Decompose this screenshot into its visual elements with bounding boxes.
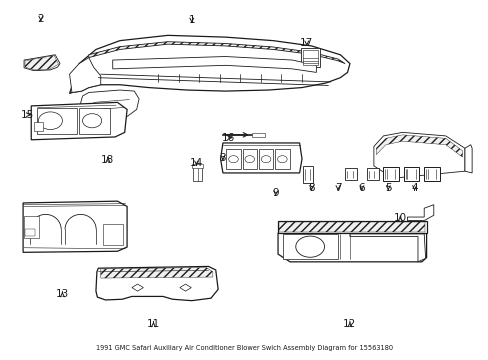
- Polygon shape: [96, 110, 108, 121]
- Polygon shape: [180, 284, 191, 291]
- Circle shape: [277, 156, 286, 163]
- Text: 3: 3: [219, 153, 226, 163]
- Circle shape: [295, 236, 324, 257]
- Polygon shape: [112, 57, 316, 72]
- Text: 13: 13: [56, 289, 69, 299]
- Bar: [226, 149, 240, 170]
- Bar: [383, 167, 398, 181]
- Text: 11: 11: [146, 319, 160, 329]
- Circle shape: [39, 112, 62, 130]
- Bar: [403, 167, 418, 181]
- Polygon shape: [373, 132, 464, 178]
- Bar: [25, 229, 35, 237]
- Polygon shape: [464, 145, 471, 173]
- Text: 4: 4: [410, 183, 417, 193]
- Bar: [275, 149, 289, 170]
- Bar: [24, 216, 40, 238]
- Polygon shape: [69, 58, 101, 93]
- Polygon shape: [101, 267, 212, 278]
- Polygon shape: [407, 205, 433, 221]
- Polygon shape: [279, 222, 424, 232]
- Text: 16: 16: [222, 133, 235, 143]
- Text: 7: 7: [334, 183, 341, 193]
- Circle shape: [82, 114, 102, 128]
- Bar: [242, 149, 256, 170]
- Circle shape: [261, 156, 270, 163]
- Text: 1991 GMC Safari Auxiliary Air Conditioner Blower Swich Assembly Diagram for 1556: 1991 GMC Safari Auxiliary Air Conditione…: [96, 345, 392, 351]
- Bar: [366, 168, 378, 180]
- Polygon shape: [132, 284, 143, 291]
- Text: 14: 14: [189, 158, 203, 168]
- Polygon shape: [376, 135, 462, 157]
- Bar: [79, 108, 110, 134]
- Bar: [193, 167, 202, 181]
- Bar: [282, 234, 337, 259]
- Polygon shape: [69, 35, 349, 94]
- Bar: [251, 133, 264, 137]
- Bar: [301, 48, 320, 67]
- Bar: [345, 168, 356, 180]
- Bar: [258, 149, 273, 170]
- Polygon shape: [24, 55, 60, 71]
- Text: 2: 2: [38, 14, 44, 23]
- Polygon shape: [349, 234, 425, 262]
- Text: 12: 12: [343, 319, 356, 329]
- Bar: [424, 167, 439, 181]
- Bar: [303, 50, 318, 65]
- Bar: [303, 166, 312, 183]
- Bar: [278, 221, 426, 233]
- Text: 8: 8: [307, 183, 314, 193]
- Bar: [103, 224, 123, 245]
- Text: 10: 10: [393, 213, 406, 223]
- Polygon shape: [96, 266, 218, 301]
- Text: 17: 17: [300, 38, 313, 48]
- Text: 6: 6: [358, 183, 365, 193]
- Text: 18: 18: [101, 155, 114, 165]
- Polygon shape: [23, 201, 127, 252]
- Circle shape: [244, 156, 254, 163]
- Polygon shape: [278, 233, 426, 262]
- Polygon shape: [89, 42, 345, 64]
- Text: 5: 5: [384, 183, 391, 193]
- Text: 15: 15: [21, 110, 34, 120]
- Polygon shape: [25, 55, 59, 70]
- Text: 1: 1: [188, 15, 195, 25]
- Bar: [192, 165, 203, 168]
- Circle shape: [228, 156, 238, 163]
- Bar: [38, 108, 77, 134]
- Bar: [34, 122, 43, 131]
- Polygon shape: [31, 102, 127, 140]
- Text: 9: 9: [272, 188, 278, 198]
- Polygon shape: [220, 143, 302, 173]
- Polygon shape: [81, 90, 139, 119]
